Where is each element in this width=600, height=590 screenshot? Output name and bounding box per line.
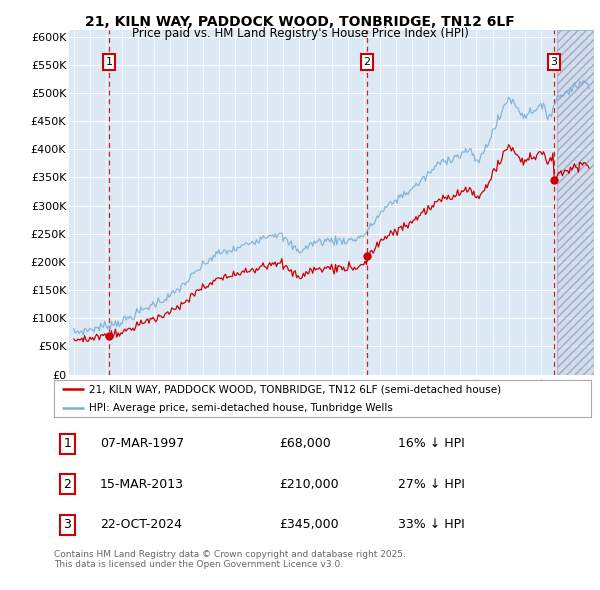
Text: Price paid vs. HM Land Registry's House Price Index (HPI): Price paid vs. HM Land Registry's House … (131, 27, 469, 40)
Text: 3: 3 (550, 57, 557, 67)
Text: Contains HM Land Registry data © Crown copyright and database right 2025.
This d: Contains HM Land Registry data © Crown c… (54, 550, 406, 569)
Text: 1: 1 (64, 437, 71, 450)
Text: 07-MAR-1997: 07-MAR-1997 (100, 437, 184, 450)
Text: 21, KILN WAY, PADDOCK WOOD, TONBRIDGE, TN12 6LF (semi-detached house): 21, KILN WAY, PADDOCK WOOD, TONBRIDGE, T… (89, 384, 501, 394)
Text: 33% ↓ HPI: 33% ↓ HPI (398, 519, 464, 532)
Text: HPI: Average price, semi-detached house, Tunbridge Wells: HPI: Average price, semi-detached house,… (89, 403, 393, 413)
Text: 3: 3 (64, 519, 71, 532)
Text: 21, KILN WAY, PADDOCK WOOD, TONBRIDGE, TN12 6LF: 21, KILN WAY, PADDOCK WOOD, TONBRIDGE, T… (85, 15, 515, 30)
Text: 2: 2 (64, 478, 71, 491)
Text: £345,000: £345,000 (280, 519, 339, 532)
Text: 22-OCT-2024: 22-OCT-2024 (100, 519, 182, 532)
Text: 15-MAR-2013: 15-MAR-2013 (100, 478, 184, 491)
Text: 16% ↓ HPI: 16% ↓ HPI (398, 437, 464, 450)
Text: £210,000: £210,000 (280, 478, 339, 491)
Text: 27% ↓ HPI: 27% ↓ HPI (398, 478, 464, 491)
Bar (557, 30, 594, 375)
Text: 2: 2 (364, 57, 371, 67)
Text: 1: 1 (106, 57, 112, 67)
Bar (557, 30, 594, 375)
Text: £68,000: £68,000 (280, 437, 331, 450)
